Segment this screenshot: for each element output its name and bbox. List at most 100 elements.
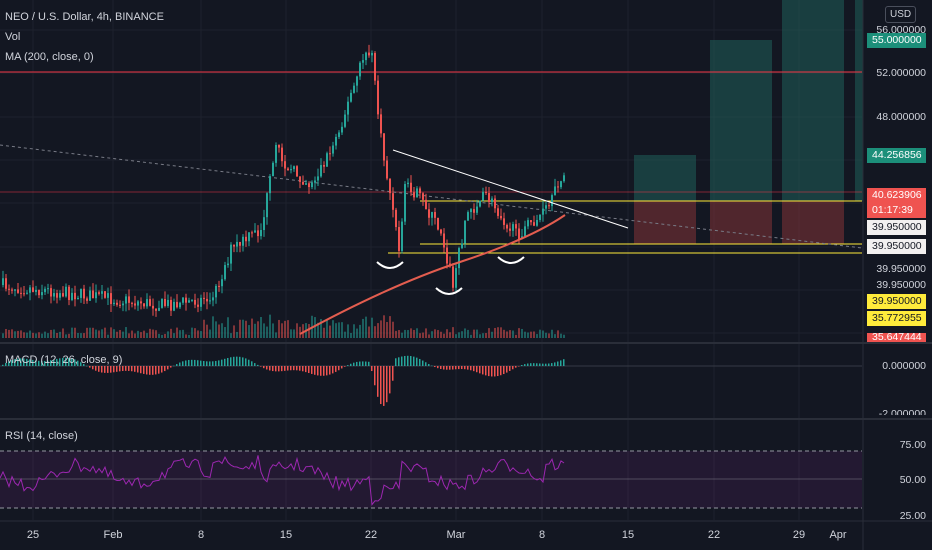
candle-body bbox=[251, 232, 253, 234]
candle-body bbox=[302, 181, 304, 185]
volume-bar bbox=[296, 323, 298, 338]
volume-bar bbox=[563, 334, 565, 338]
volume-bar bbox=[431, 331, 433, 338]
volume-bar bbox=[146, 333, 148, 338]
volume-bar bbox=[149, 328, 151, 338]
volume-bar bbox=[479, 334, 481, 338]
macd-bar bbox=[467, 366, 469, 370]
macd-bar bbox=[152, 366, 154, 375]
candle-body bbox=[32, 287, 34, 292]
volume-bar bbox=[491, 331, 493, 338]
macd-bar bbox=[518, 366, 520, 367]
date-axis-label: Feb bbox=[103, 529, 123, 541]
macd-bar bbox=[263, 366, 265, 369]
volume-bar bbox=[509, 330, 511, 338]
candle-body bbox=[338, 132, 340, 137]
candle-body bbox=[293, 166, 295, 170]
candle-body bbox=[464, 220, 466, 244]
volume-bar bbox=[488, 328, 490, 338]
macd-bar bbox=[194, 359, 196, 366]
candle-body bbox=[524, 226, 526, 237]
candle-body bbox=[257, 230, 259, 237]
macd-bar bbox=[341, 366, 343, 369]
rsi-legend[interactable]: RSI (14, close) bbox=[5, 430, 78, 442]
candle-body bbox=[212, 297, 214, 301]
macd-bar bbox=[536, 363, 538, 366]
candle-body bbox=[533, 222, 535, 226]
macd-bar bbox=[125, 366, 127, 371]
candle-body bbox=[374, 53, 376, 81]
candle-body bbox=[443, 233, 445, 248]
macd-bar bbox=[299, 366, 301, 371]
symbol-legend[interactable]: NEO / U.S. Dollar, 4h, BINANCE bbox=[5, 11, 164, 23]
macd-bar bbox=[431, 365, 433, 367]
candle-body bbox=[44, 288, 46, 293]
macd-bar bbox=[137, 366, 139, 373]
macd-bar bbox=[107, 366, 109, 373]
volume-bar bbox=[74, 327, 76, 338]
macd-bar bbox=[515, 366, 517, 368]
macd-bar bbox=[224, 358, 226, 366]
volume-bar bbox=[89, 327, 91, 338]
candle-body bbox=[392, 193, 394, 210]
candle-body bbox=[104, 291, 106, 298]
volume-bar bbox=[410, 328, 412, 338]
volume-bar bbox=[464, 328, 466, 338]
candle-body bbox=[170, 299, 172, 311]
volume-legend[interactable]: Vol bbox=[5, 31, 21, 43]
volume-bar bbox=[287, 320, 289, 338]
volume-bar bbox=[50, 329, 52, 338]
macd-bar bbox=[344, 366, 346, 367]
macd-bar bbox=[266, 366, 268, 370]
candle-body bbox=[146, 299, 148, 307]
volume-bar bbox=[377, 323, 379, 338]
volume-bar bbox=[212, 316, 214, 338]
candle-body bbox=[311, 182, 313, 188]
macd-bar bbox=[221, 359, 223, 366]
candle-body bbox=[188, 300, 190, 303]
macd-bar bbox=[464, 366, 466, 370]
candle-body bbox=[122, 303, 124, 306]
candle-body bbox=[482, 191, 484, 201]
macd-bar bbox=[407, 355, 409, 366]
macd-bar bbox=[521, 364, 523, 366]
macd-bar bbox=[404, 355, 406, 366]
macd-legend[interactable]: MACD (12, 26, close, 9) bbox=[5, 354, 123, 366]
macd-bar bbox=[512, 366, 514, 370]
candle-body bbox=[125, 296, 127, 304]
candle-body bbox=[137, 301, 139, 306]
volume-bar bbox=[179, 330, 181, 338]
macd-bar bbox=[155, 366, 157, 375]
macd-bar bbox=[395, 358, 397, 366]
candle-body bbox=[62, 293, 64, 297]
volume-bar bbox=[8, 329, 10, 338]
candle-body bbox=[203, 297, 205, 299]
candle-body bbox=[116, 302, 118, 305]
candle-body bbox=[236, 241, 238, 247]
macd-bar bbox=[449, 366, 451, 370]
volume-bar bbox=[29, 330, 31, 338]
macd-bar bbox=[374, 366, 376, 386]
volume-bar bbox=[197, 330, 199, 338]
volume-bar bbox=[242, 319, 244, 338]
macd-bar bbox=[182, 361, 184, 366]
volume-bar bbox=[209, 329, 211, 338]
candle-body bbox=[497, 208, 499, 216]
volume-bar bbox=[95, 329, 97, 338]
currency-button[interactable]: USD bbox=[885, 6, 917, 23]
macd-bar bbox=[314, 366, 316, 375]
volume-bar bbox=[308, 324, 310, 338]
volume-bar bbox=[482, 333, 484, 338]
price-axis-label: 52.000000 bbox=[876, 67, 926, 79]
macd-bar bbox=[383, 366, 385, 406]
price-axis-label: 39.950000 bbox=[876, 263, 926, 275]
candle-body bbox=[308, 183, 310, 188]
candle-body bbox=[488, 193, 490, 203]
candle-body bbox=[215, 285, 217, 298]
candle-body bbox=[341, 126, 343, 133]
volume-bar bbox=[71, 327, 73, 338]
volume-bar bbox=[278, 319, 280, 338]
ma-legend[interactable]: MA (200, close, 0) bbox=[5, 51, 94, 63]
